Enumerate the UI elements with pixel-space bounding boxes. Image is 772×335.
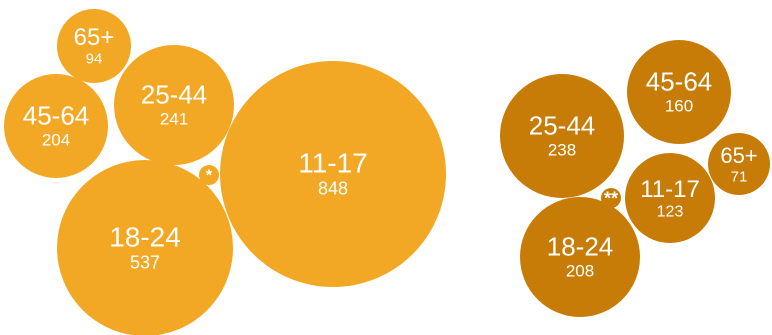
- bubble-2-11-17: [625, 153, 715, 243]
- bubble-1-65plus: [57, 9, 131, 83]
- bubble-value-1-18-24: 537: [130, 253, 160, 273]
- bubble-value-2-45-64: 160: [665, 97, 693, 116]
- bubble-value-1-65plus: 94: [86, 50, 103, 67]
- bubble-label-1-65plus: 65+: [74, 24, 115, 51]
- bubble-label-2-25-44: 25-44: [529, 111, 596, 141]
- bubble-2-18-24: [520, 197, 640, 317]
- bubble-1-45-64: [4, 74, 108, 178]
- bubble-1-25-44: [114, 45, 234, 165]
- bubble-2-65plus: [708, 133, 770, 195]
- bubble-value-2-65plus: 71: [731, 168, 748, 185]
- bubble-2-45-64: [627, 40, 731, 144]
- bubble-value-2-11-17: 123: [657, 203, 684, 220]
- bubble-label-1-11-17: 11-17: [298, 148, 368, 179]
- bubble-value-1-25-44: 241: [160, 110, 188, 129]
- bubble-label-2-18-24: 18-24: [547, 232, 614, 262]
- bubble-label-2-11-17: 11-17: [640, 176, 700, 203]
- bubble-value-1-45-64: 204: [42, 131, 70, 150]
- bubble-value-1-11-17: 848: [318, 179, 348, 199]
- bubble-label-1-45-64: 45-64: [23, 101, 90, 131]
- bubble-label-1-star: *: [206, 168, 213, 185]
- bubble-2-25-44: [500, 74, 624, 198]
- bubble-label-1-18-24: 18-24: [109, 222, 181, 253]
- bubble-label-2-45-64: 45-64: [646, 67, 713, 97]
- bubble-label-2-starstar: **: [604, 188, 618, 208]
- bubble-1-18-24: [57, 160, 233, 335]
- bubble-value-2-18-24: 208: [566, 262, 594, 281]
- bubble-value-2-25-44: 238: [548, 141, 576, 160]
- bubble-label-1-25-44: 25-44: [141, 80, 208, 110]
- bubble-1-star: [199, 165, 219, 185]
- bubble-1-11-17: [220, 61, 446, 287]
- bubble-label-2-65plus: 65+: [720, 143, 757, 168]
